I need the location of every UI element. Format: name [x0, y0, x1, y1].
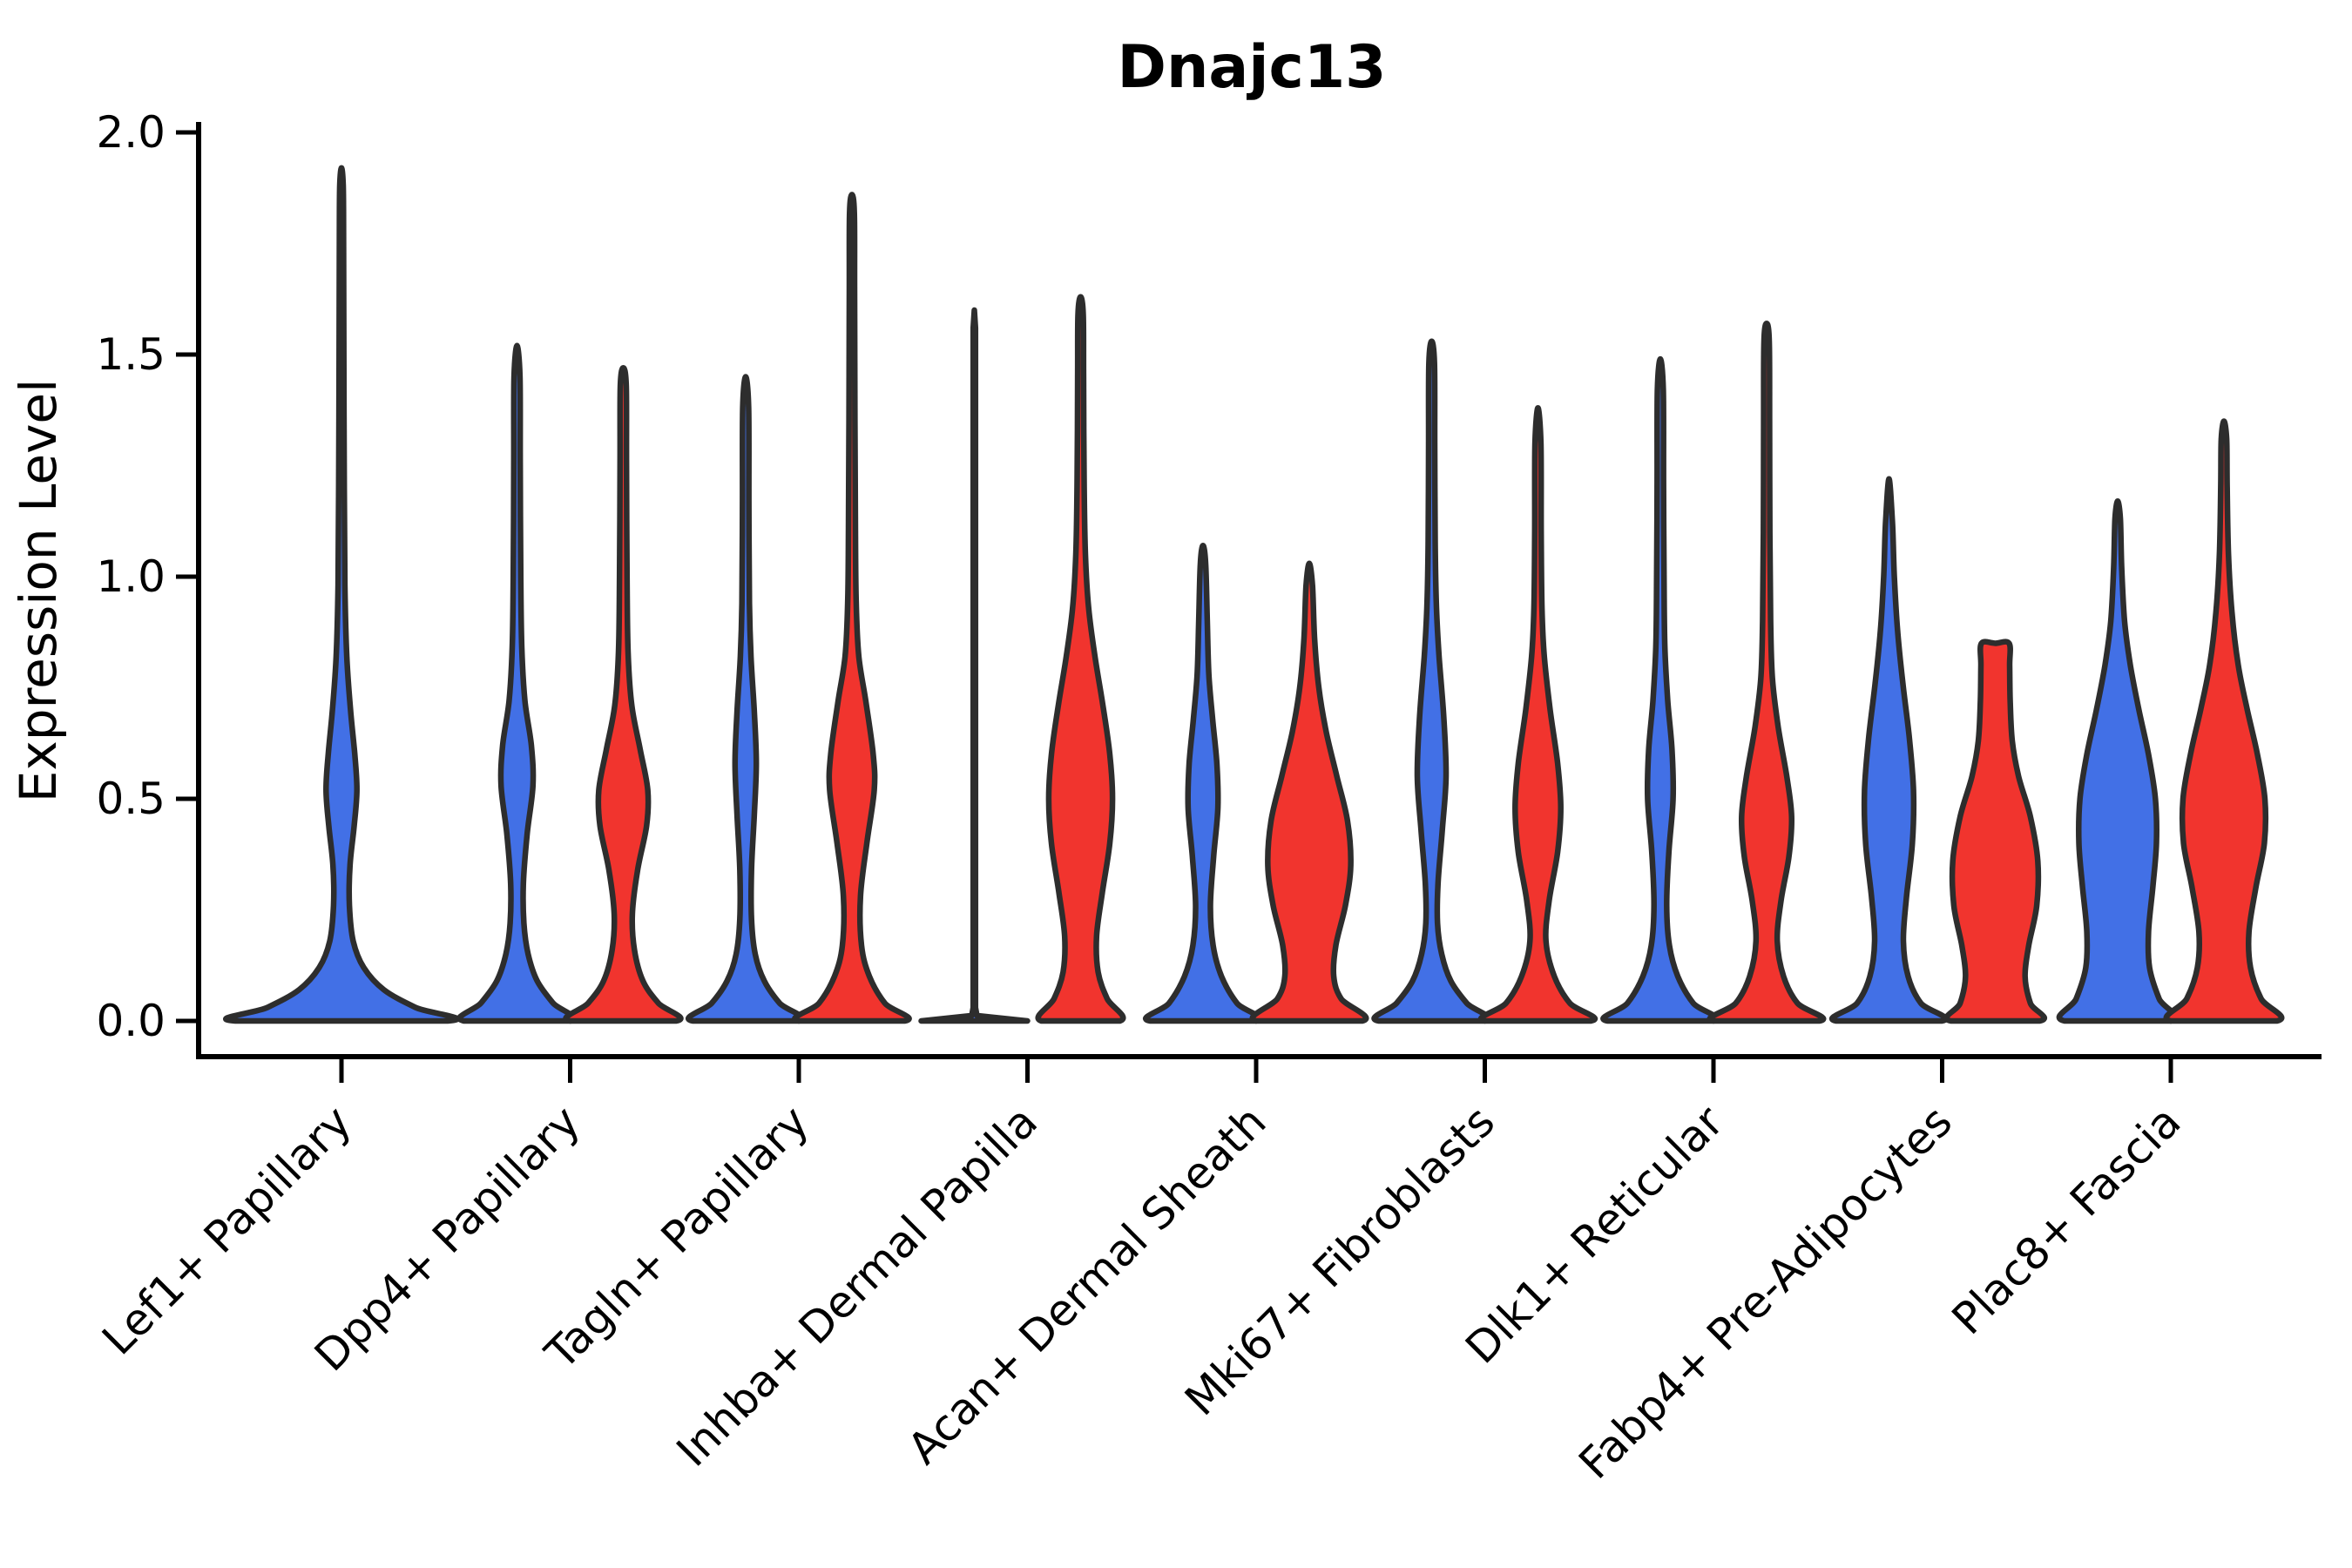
y-tick-label: 0.5: [96, 774, 166, 824]
violin-red-cat5: [1478, 404, 1598, 1024]
violin-red-cat7: [1943, 639, 2048, 1024]
violin-blue-cat5: [1371, 338, 1492, 1024]
violin-red-cat3: [1035, 294, 1126, 1024]
violin-blue-cat2: [686, 374, 806, 1024]
violin-blue-cat1: [456, 342, 578, 1024]
violin-red-cat4: [1249, 560, 1369, 1024]
y-tick-label: 1.5: [96, 329, 166, 380]
chart-title: Dnajc13: [1118, 33, 1387, 102]
violin-red-cat2: [792, 192, 912, 1024]
violin-blue-cat8: [2056, 498, 2180, 1024]
violin-blue-cat4: [1143, 543, 1263, 1024]
y-tick-label: 1.0: [96, 551, 166, 602]
axes: [176, 122, 2322, 1083]
x-category-label: Plac8+ Fascia: [1943, 1096, 2191, 1344]
violin-glyphs: [223, 165, 2285, 1024]
x-category-label: Fabp4+ Pre-Adipocytes: [1569, 1096, 1962, 1489]
violin-blue-cat3: [918, 307, 1031, 1024]
violin-blue-cat0: [223, 165, 460, 1024]
violin-blue-cat7: [1829, 476, 1949, 1024]
violin-red-cat1: [563, 365, 684, 1024]
x-category-label: Inhba+ Dermal Papilla: [667, 1096, 1047, 1476]
violin-red-cat8: [2163, 418, 2285, 1024]
violin-blue-cat6: [1600, 355, 1720, 1024]
y-tick-label: 2.0: [96, 107, 166, 158]
y-tick-label: 0.0: [96, 996, 166, 1046]
x-category-label: Lef1+ Papillary: [92, 1096, 361, 1364]
y-axis-label: Expression Level: [9, 379, 68, 802]
violin-red-cat6: [1707, 321, 1827, 1024]
